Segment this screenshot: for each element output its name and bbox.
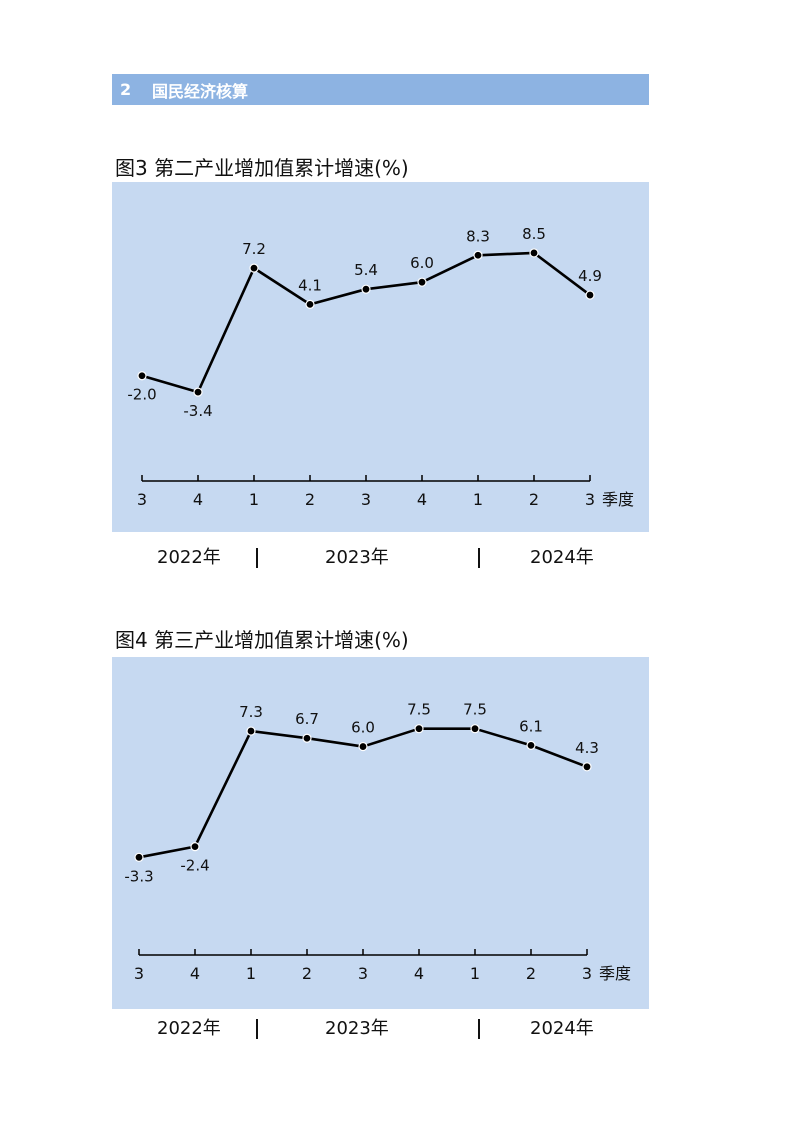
- data-label: 4.9: [578, 267, 602, 285]
- data-point: [585, 290, 595, 300]
- data-label: -2.0: [127, 386, 156, 404]
- data-label: 8.3: [466, 227, 490, 245]
- data-label: 7.2: [242, 240, 266, 258]
- data-point: [134, 852, 144, 862]
- x-tick-label: 4: [190, 964, 200, 983]
- x-tick-label: 3: [585, 490, 595, 509]
- data-point: [246, 726, 256, 736]
- data-label: 7.5: [463, 701, 487, 719]
- year-label: 2022年: [157, 1018, 221, 1039]
- year-labels-row: 2022年 2023年 2024年: [112, 543, 649, 573]
- x-tick-label: 3: [361, 490, 371, 509]
- data-point: [529, 248, 539, 258]
- data-point: [361, 284, 371, 294]
- line-chart: 3 4 1 2 3 4 1 2 3 季度 -3.3 -2.4 7.3 6.7 6.0 7.5 7.5 6.1 4.3: [124, 701, 631, 983]
- year-label: 2023年: [325, 1018, 389, 1039]
- data-label: -2.4: [180, 857, 209, 875]
- data-point: [473, 250, 483, 260]
- data-label: 6.7: [295, 710, 319, 728]
- year-label: 2023年: [325, 547, 389, 568]
- year-separator: [256, 1019, 258, 1039]
- x-tick-label: 3: [582, 964, 592, 983]
- data-label: -3.3: [124, 867, 153, 885]
- data-label: 8.5: [522, 225, 546, 243]
- x-tick-label: 3: [358, 964, 368, 983]
- year-label: 2024年: [530, 1018, 594, 1039]
- year-label: 2024年: [530, 547, 594, 568]
- x-tick-label: 2: [305, 490, 315, 509]
- data-point: [190, 842, 200, 852]
- data-point: [358, 741, 368, 752]
- year-separator: [478, 548, 480, 568]
- chart-title: 图4 第三产业增加值累计增速(%): [115, 628, 409, 652]
- x-tick-label: 2: [302, 964, 312, 983]
- x-axis-label: 季度: [602, 490, 634, 509]
- data-point: [526, 740, 536, 750]
- section-header: 2 国民经济核算: [112, 74, 649, 105]
- x-tick-label: 1: [473, 490, 483, 509]
- data-label: 6.0: [351, 719, 375, 737]
- data-label: 7.5: [407, 701, 431, 719]
- x-axis-label: 季度: [599, 964, 631, 983]
- year-separator: [478, 1019, 480, 1039]
- section-title: 国民经济核算: [152, 81, 249, 101]
- x-tick-label: 1: [249, 490, 259, 509]
- chart-title: 图3 第二产业增加值累计增速(%): [115, 156, 409, 180]
- x-tick-label: 4: [414, 964, 424, 983]
- x-tick-label: 3: [134, 964, 144, 983]
- data-point: [249, 263, 259, 273]
- data-label: 4.1: [298, 276, 322, 294]
- data-point: [193, 387, 203, 397]
- data-point: [417, 277, 427, 287]
- x-tick-label: 3: [137, 490, 147, 509]
- x-tick-label: 1: [470, 964, 480, 983]
- data-label: 7.3: [239, 703, 263, 721]
- year-label: 2022年: [157, 547, 221, 568]
- data-point: [414, 724, 424, 734]
- chart-area: 3 4 1 2 3 4 1 2 3 季度 -2.0 -3.4 7.2 4.1 5.4 6.0 8.3 8.5 4.9: [112, 182, 649, 532]
- data-label: 6.0: [410, 254, 434, 272]
- data-label: -3.4: [183, 402, 212, 420]
- year-separator: [256, 548, 258, 568]
- section-number: 2: [120, 80, 132, 99]
- data-point: [582, 762, 592, 772]
- line-chart: 3 4 1 2 3 4 1 2 3 季度 -2.0 -3.4 7.2 4.1 5.4 6.0 8.3 8.5 4.9: [127, 225, 634, 509]
- x-tick-label: 1: [246, 964, 256, 983]
- year-labels-row: 2022年 2023年 2024年: [112, 1014, 649, 1044]
- data-point: [470, 724, 480, 734]
- data-label: 5.4: [354, 261, 378, 279]
- data-label: 6.1: [519, 717, 543, 735]
- x-tick-label: 4: [193, 490, 203, 509]
- data-label: 4.3: [575, 739, 599, 757]
- data-point: [302, 733, 312, 743]
- x-tick-label: 2: [529, 490, 539, 509]
- data-point: [305, 299, 315, 309]
- chart-area: 3 4 1 2 3 4 1 2 3 季度 -3.3 -2.4 7.3 6.7 6.0 7.5 7.5 6.1 4.3: [112, 657, 649, 1009]
- data-point: [137, 371, 147, 381]
- x-tick-label: 2: [526, 964, 536, 983]
- x-tick-label: 4: [417, 490, 427, 509]
